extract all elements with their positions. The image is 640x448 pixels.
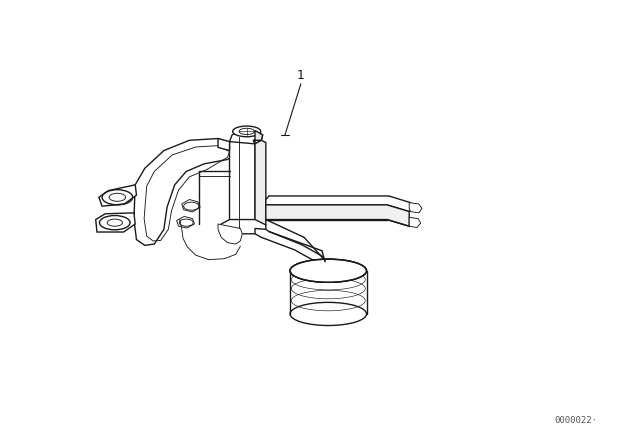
Polygon shape [255,140,266,228]
Polygon shape [99,185,136,206]
Ellipse shape [312,260,338,272]
Polygon shape [409,202,422,213]
Ellipse shape [290,259,367,282]
Polygon shape [266,205,409,226]
Polygon shape [266,196,412,211]
Text: 0000022·: 0000022· [554,416,597,425]
Text: 1: 1 [297,69,305,82]
Polygon shape [230,129,262,144]
Polygon shape [218,224,243,244]
Polygon shape [96,213,135,232]
Polygon shape [177,216,195,228]
Polygon shape [253,130,262,144]
Ellipse shape [290,259,367,282]
Polygon shape [230,137,255,228]
Ellipse shape [233,126,260,137]
Polygon shape [255,228,328,274]
Polygon shape [182,199,200,212]
Ellipse shape [290,302,367,326]
Polygon shape [221,220,266,234]
Polygon shape [409,217,420,228]
Polygon shape [218,138,230,151]
Polygon shape [134,138,239,246]
